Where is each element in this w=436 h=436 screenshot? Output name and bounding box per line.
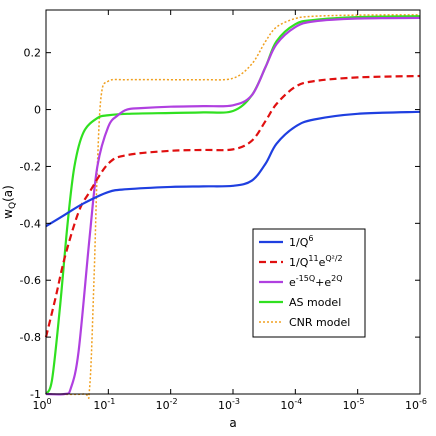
x-tick-label: 10-6	[405, 397, 427, 412]
y-tick-label: -0.8	[20, 331, 41, 344]
y-tick-label: 0	[34, 104, 41, 117]
legend-label: CNR model	[289, 316, 350, 329]
legend: 1/Q6 1/Q11eQ²/2 e-15Q+e2Q AS model CNR model	[252, 228, 366, 338]
y-axis-label-suffix: (a)	[1, 185, 15, 202]
legend-label: AS model	[289, 296, 341, 309]
x-tick-label: 10-2	[156, 397, 178, 412]
y-tick-label: -1	[30, 388, 41, 401]
x-tick-label: 10-3	[218, 397, 240, 412]
y-tick-label: -0.6	[20, 274, 41, 287]
legend-label: e-15Q+e2Q	[289, 274, 343, 289]
svg-text:wQ(a): wQ(a)	[1, 185, 18, 219]
legend-label: 1/Q6	[289, 234, 313, 249]
x-tick-label: 10-1	[93, 397, 115, 412]
x-tick-label: 100	[32, 397, 51, 412]
series-line-2	[44, 74, 421, 338]
x-tick-label: 10-4	[280, 397, 302, 412]
series-line-1	[45, 110, 421, 228]
y-axis-label-main: w	[1, 209, 15, 219]
y-axis-label-sub: Q	[8, 202, 18, 209]
y-tick-label: -0.4	[20, 217, 41, 230]
x-tick-label: 10-5	[343, 397, 365, 412]
x-axis-label: a	[229, 416, 236, 430]
series-line-3	[45, 16, 421, 396]
legend-label: 1/Q11eQ²/2	[289, 254, 343, 269]
tick-layer: 100 10-1 10-2 10-3 10-4 10-5 10-6 -1 -0.8 -0.6 -0.…	[20, 10, 427, 412]
series-layer	[44, 14, 421, 399]
y-tick-label: -0.2	[20, 160, 41, 173]
y-axis-label: wQ(a)	[1, 185, 18, 219]
series-line-4	[44, 15, 421, 395]
y-tick-label: 0.2	[24, 47, 42, 60]
